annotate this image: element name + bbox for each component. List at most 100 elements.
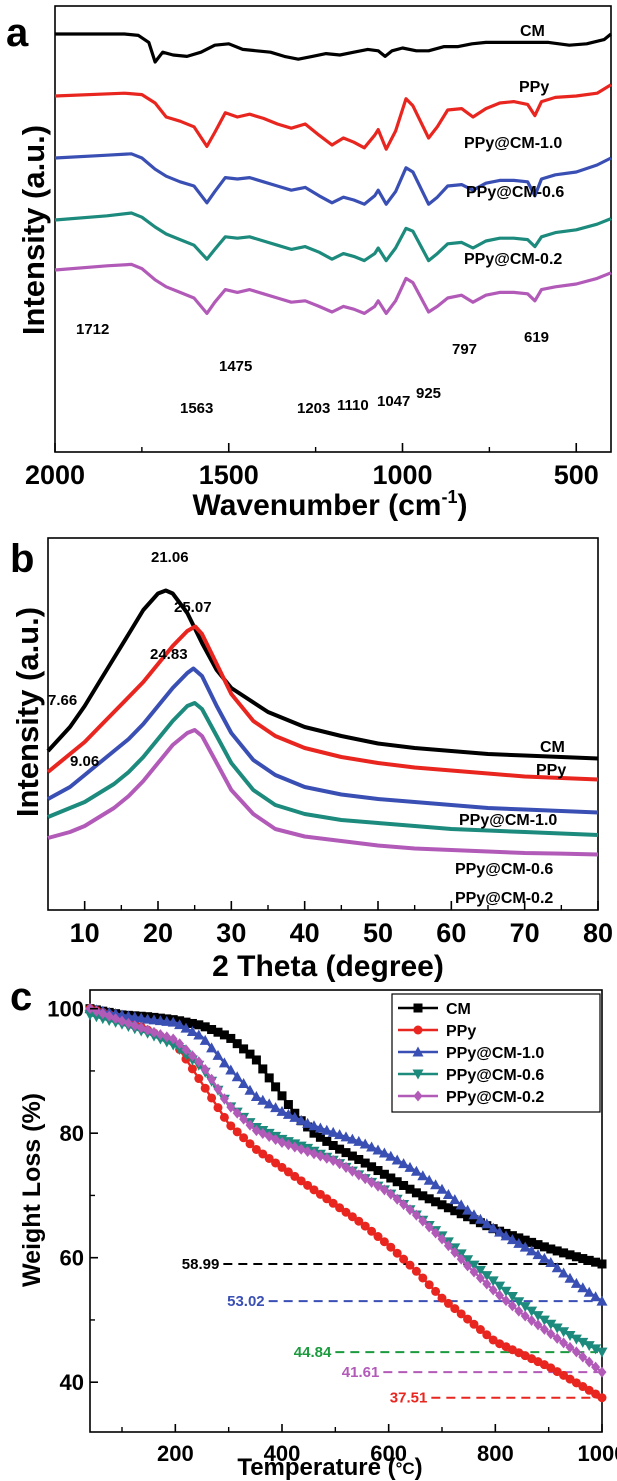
data-point: [443, 1203, 453, 1213]
series-line-cm: [55, 32, 613, 64]
peak-annotation-925: 925: [416, 385, 441, 402]
series-line-cm: [46, 588, 599, 761]
data-point: [436, 1183, 448, 1194]
data-point: [500, 1230, 512, 1241]
data-point: [136, 1022, 146, 1034]
legend-label-ppy: PPy: [446, 1023, 476, 1040]
panel-b-label: b: [10, 537, 34, 581]
data-point: [399, 1199, 409, 1211]
data-point: [456, 1209, 466, 1219]
data-point: [571, 1252, 581, 1262]
data-point: [213, 1027, 223, 1037]
panel-a-xlabel: Wavenumber (cm-1): [193, 487, 468, 522]
data-point: [276, 1105, 288, 1116]
data-point: [258, 1064, 268, 1074]
data-point: [468, 1209, 480, 1220]
data-point: [538, 1315, 550, 1326]
panel-a-ylabel: Intensity (a.u.): [16, 125, 51, 335]
data-point: [392, 1248, 402, 1258]
data-point: [474, 1265, 486, 1276]
data-point: [450, 1304, 460, 1314]
data-point: [309, 1185, 319, 1195]
data-point: [474, 1213, 486, 1224]
data-point: [231, 1071, 243, 1082]
data-point: [552, 1332, 562, 1344]
panel-c-xlabel-close: ): [415, 1454, 423, 1481]
data-point: [174, 1019, 186, 1030]
data-point: [322, 1152, 332, 1164]
data-point: [245, 1119, 255, 1131]
series-line-ppy-cm-0-6: [54, 211, 612, 263]
plateau-label-44-84: 44.84: [294, 1344, 332, 1361]
legend-label-ppy-cm-1-0: PPy@CM-1.0: [446, 1045, 544, 1062]
data-point: [315, 1189, 325, 1199]
series-label-ppy: PPy: [519, 79, 549, 96]
data-point: [539, 1242, 549, 1252]
data-point: [213, 1083, 223, 1095]
data-point: [463, 1314, 473, 1324]
data-point: [533, 1240, 543, 1250]
data-point: [296, 1143, 306, 1155]
data-point: [514, 1305, 524, 1317]
series-line-ppy-cm-0-6: [47, 701, 599, 837]
data-point: [282, 1108, 294, 1119]
data-point: [559, 1248, 569, 1258]
data-point: [462, 1255, 474, 1266]
data-point: [469, 1215, 479, 1225]
data-point: [264, 1153, 274, 1163]
data-point: [410, 1165, 422, 1176]
data-point: [277, 1091, 287, 1101]
data-point: [501, 1295, 511, 1307]
panel-a-xlabel-sup: -1: [441, 487, 457, 507]
data-point: [532, 1311, 544, 1322]
data-point: [341, 1207, 351, 1217]
x-tick-label: 200: [157, 1441, 194, 1466]
data-point: [257, 1094, 269, 1105]
data-point: [347, 1212, 357, 1222]
series-line-ppy: [46, 624, 599, 782]
data-point: [391, 1154, 403, 1165]
data-point: [187, 1064, 197, 1074]
data-point: [571, 1346, 581, 1358]
x-tick-label: 500: [554, 460, 599, 490]
data-point: [314, 1122, 326, 1133]
data-point: [411, 1266, 421, 1276]
data-point: [591, 1361, 601, 1373]
y-tick-label: 60: [60, 1246, 84, 1271]
data-point: [181, 1017, 191, 1027]
data-point: [340, 1131, 352, 1142]
data-point: [533, 1319, 543, 1331]
data-point: [360, 1173, 370, 1185]
data-point: [226, 1033, 236, 1043]
data-point: [321, 1124, 333, 1135]
data-point: [559, 1337, 569, 1349]
data-point: [162, 1031, 172, 1043]
data-point: [583, 1286, 595, 1297]
data-point: [487, 1276, 499, 1287]
data-point: [475, 1325, 485, 1335]
data-point: [200, 1083, 210, 1093]
data-point: [558, 1327, 570, 1338]
data-point: [226, 1101, 236, 1113]
data-point: [225, 1064, 237, 1075]
data-point: [194, 1074, 204, 1084]
data-point: [123, 1017, 133, 1029]
data-point: [239, 1113, 249, 1125]
peak-annotation-619: 619: [524, 329, 549, 346]
data-point: [596, 1295, 608, 1306]
data-point: [232, 1127, 242, 1137]
data-point: [360, 1221, 370, 1231]
data-point: [219, 1030, 229, 1040]
data-point: [565, 1250, 575, 1260]
x-tick-label: 50: [363, 918, 393, 948]
data-point: [341, 1161, 351, 1173]
data-point: [194, 1020, 204, 1030]
peak-label: 25.07: [174, 599, 212, 616]
panel-c: c 58.99 53.02 44.84 41.61 37.51 200 400 600 800…: [10, 975, 617, 1481]
data-point: [250, 1090, 262, 1101]
data-point: [206, 1042, 218, 1053]
data-point: [335, 1144, 345, 1154]
data-point: [347, 1165, 357, 1177]
data-point: [475, 1272, 485, 1284]
data-point: [200, 1064, 210, 1076]
